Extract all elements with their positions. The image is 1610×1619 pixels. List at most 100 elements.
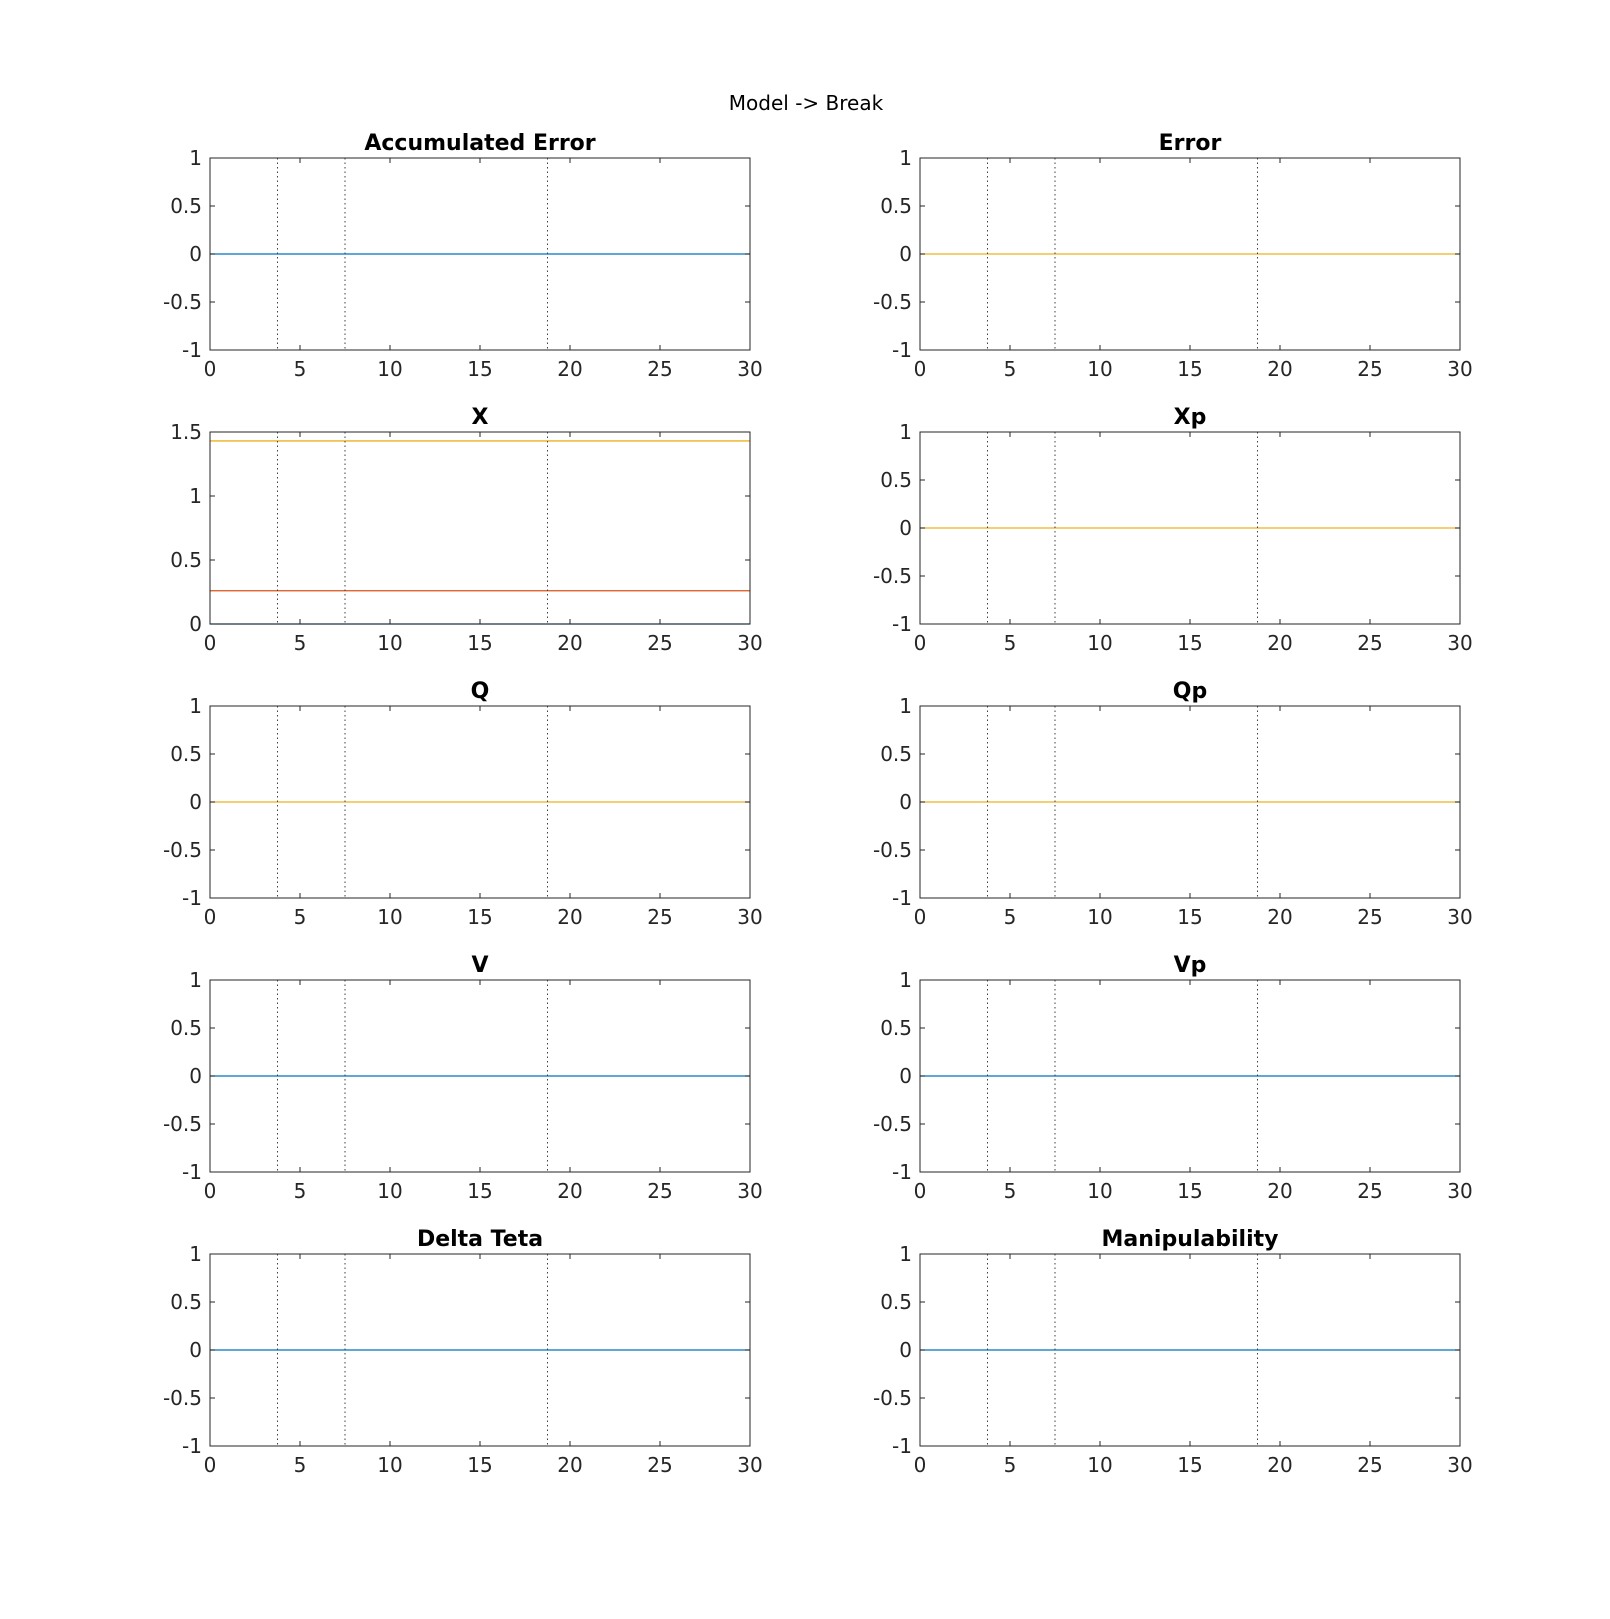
y-tick-label: -1 [892, 1434, 912, 1458]
y-tick-label: 0.5 [880, 742, 912, 766]
x-tick-label: 15 [1177, 1179, 1202, 1203]
y-tick-label: 1 [189, 968, 202, 992]
x-tick-label: 15 [467, 357, 492, 381]
x-tick-label: 30 [1447, 1453, 1472, 1477]
x-tick-label: 5 [294, 1179, 307, 1203]
subplot-title: Manipulability [1102, 1227, 1279, 1252]
subplot: Accumulated Error 0 5 10 15 20 25 30 -1 -0.5 0 0.5 1 [163, 131, 763, 381]
y-tick-label: 1 [899, 968, 912, 992]
y-tick-label: 0 [189, 1338, 202, 1362]
y-tick-label: 1 [189, 484, 202, 508]
y-tick-label: 1 [899, 146, 912, 170]
y-tick-label: -0.5 [873, 564, 912, 588]
x-tick-label: 10 [1087, 631, 1112, 655]
y-tick-label: 0 [189, 242, 202, 266]
x-tick-label: 0 [914, 1179, 927, 1203]
axes-box [209, 431, 751, 625]
y-tick-label: 0 [899, 1064, 912, 1088]
x-tick-label: 5 [1004, 1453, 1017, 1477]
subplot-title: Vp [1174, 953, 1207, 978]
subplot-title: Xp [1174, 405, 1207, 430]
x-tick-label: 0 [204, 1453, 217, 1477]
y-tick-label: 0 [899, 1338, 912, 1362]
subplot: Error 0 5 10 15 20 25 30 -1 -0.5 0 0.5 1 [873, 131, 1473, 381]
x-tick-label: 20 [1267, 631, 1292, 655]
x-tick-label: 10 [1087, 1453, 1112, 1477]
x-tick-label: 25 [647, 631, 672, 655]
x-tick-label: 25 [1357, 1179, 1382, 1203]
x-tick-label: 15 [1177, 1453, 1202, 1477]
y-tick-label: 1.5 [170, 420, 202, 444]
subplot-title: V [471, 953, 488, 978]
y-tick-label: 0 [189, 1064, 202, 1088]
x-tick-label: 0 [914, 631, 927, 655]
x-tick-label: 0 [204, 631, 217, 655]
subplot: Xp 0 5 10 15 20 25 30 -1 -0.5 0 0.5 1 [873, 405, 1473, 655]
subplot: V 0 5 10 15 20 25 30 -1 -0.5 0 0.5 1 [163, 953, 763, 1203]
x-tick-label: 10 [377, 1453, 402, 1477]
x-tick-label: 5 [294, 631, 307, 655]
y-tick-label: -0.5 [873, 838, 912, 862]
x-tick-label: 5 [294, 905, 307, 929]
y-tick-label: -1 [892, 1160, 912, 1184]
y-tick-label: 0.5 [880, 1016, 912, 1040]
x-tick-label: 0 [914, 905, 927, 929]
x-tick-label: 0 [204, 1179, 217, 1203]
y-tick-label: 0 [899, 516, 912, 540]
x-tick-label: 30 [1447, 357, 1472, 381]
y-tick-label: 0.5 [880, 468, 912, 492]
x-tick-label: 0 [204, 357, 217, 381]
y-tick-label: 0.5 [880, 1290, 912, 1314]
subplot-title: Accumulated Error [364, 131, 595, 156]
y-tick-label: -1 [182, 1160, 202, 1184]
y-tick-label: 1 [189, 146, 202, 170]
x-tick-label: 20 [1267, 357, 1292, 381]
x-tick-label: 20 [557, 1453, 582, 1477]
y-tick-label: -0.5 [873, 290, 912, 314]
y-tick-label: 0.5 [170, 742, 202, 766]
x-tick-label: 10 [1087, 1179, 1112, 1203]
x-tick-label: 30 [737, 905, 762, 929]
x-tick-label: 10 [377, 905, 402, 929]
x-tick-label: 30 [1447, 631, 1472, 655]
y-tick-label: 0 [899, 790, 912, 814]
x-tick-label: 25 [1357, 1453, 1382, 1477]
subplot: Delta Teta 0 5 10 15 20 25 30 -1 -0.5 0 0.5 1 [163, 1227, 763, 1477]
y-tick-label: -0.5 [873, 1386, 912, 1410]
x-tick-label: 25 [647, 905, 672, 929]
x-tick-label: 10 [377, 1179, 402, 1203]
y-tick-label: -1 [182, 1434, 202, 1458]
y-tick-label: -1 [892, 338, 912, 362]
x-tick-label: 15 [467, 1179, 492, 1203]
x-tick-label: 25 [1357, 631, 1382, 655]
y-tick-label: 0.5 [170, 1016, 202, 1040]
y-tick-label: 0.5 [170, 548, 202, 572]
x-tick-label: 5 [1004, 357, 1017, 381]
y-tick-label: 0 [189, 790, 202, 814]
x-tick-label: 25 [1357, 905, 1382, 929]
x-tick-label: 5 [1004, 631, 1017, 655]
y-tick-label: -1 [892, 886, 912, 910]
subplot-title: Delta Teta [417, 1227, 543, 1252]
x-tick-label: 15 [1177, 631, 1202, 655]
x-tick-label: 20 [557, 357, 582, 381]
y-tick-label: -0.5 [873, 1112, 912, 1136]
y-tick-label: 0 [899, 242, 912, 266]
x-tick-label: 25 [647, 357, 672, 381]
x-tick-label: 10 [1087, 357, 1112, 381]
x-tick-label: 30 [737, 357, 762, 381]
y-tick-label: 1 [899, 1242, 912, 1266]
subplot: Q 0 5 10 15 20 25 30 -1 -0.5 0 0.5 1 [163, 679, 763, 929]
y-tick-label: 1 [899, 420, 912, 444]
x-tick-label: 20 [557, 631, 582, 655]
x-tick-label: 25 [647, 1453, 672, 1477]
y-tick-label: 1 [899, 694, 912, 718]
x-tick-label: 5 [294, 1453, 307, 1477]
y-tick-label: 0.5 [170, 1290, 202, 1314]
subplot-title: Q [471, 679, 490, 704]
x-tick-label: 0 [204, 905, 217, 929]
x-tick-label: 5 [294, 357, 307, 381]
y-tick-label: -0.5 [163, 290, 202, 314]
x-tick-label: 5 [1004, 1179, 1017, 1203]
